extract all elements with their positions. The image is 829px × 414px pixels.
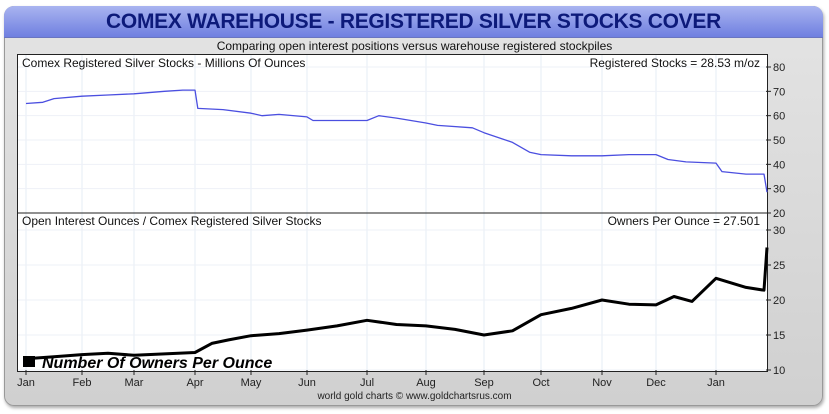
x-tick-label: Apr bbox=[186, 377, 203, 389]
x-tick-label: Dec bbox=[646, 377, 666, 389]
y-tick-label: 40 bbox=[773, 159, 785, 171]
legend-swatch bbox=[23, 356, 35, 367]
x-tick-label: Aug bbox=[416, 377, 436, 389]
x-tick-label: Nov bbox=[592, 377, 612, 389]
y-tick-label: 30 bbox=[773, 184, 785, 196]
x-tick-label: Oct bbox=[532, 377, 549, 389]
y-tick-label: 80 bbox=[773, 62, 785, 74]
x-tick-label: Jul bbox=[360, 377, 374, 389]
x-tick-label: Feb bbox=[73, 377, 92, 389]
title-bar: COMEX WAREHOUSE - REGISTERED SILVER STOC… bbox=[4, 6, 823, 38]
x-tick-label: Jan bbox=[707, 377, 725, 389]
y-tick-label: 20 bbox=[773, 295, 785, 307]
y-tick-label: 15 bbox=[773, 330, 785, 342]
panel-annotation: Owners Per Ounce = 27.501 bbox=[608, 214, 761, 228]
x-tick-label: May bbox=[241, 377, 262, 389]
panel-annotation: Registered Stocks = 28.53 m/oz bbox=[590, 56, 760, 70]
series-line bbox=[25, 247, 769, 361]
chart-title: COMEX WAREHOUSE - REGISTERED SILVER STOC… bbox=[106, 10, 721, 33]
x-tick-label: Jan bbox=[17, 377, 35, 389]
y-tick-label: 30 bbox=[773, 225, 785, 237]
panel-title: Comex Registered Silver Stocks - Million… bbox=[22, 56, 305, 70]
panel-title: Open Interest Ounces / Comex Registered … bbox=[22, 214, 321, 228]
x-tick-label: Mar bbox=[125, 377, 144, 389]
y-tick-label: 10 bbox=[773, 365, 785, 377]
y-tick-label: 50 bbox=[773, 135, 785, 147]
legend-label: Number Of Owners Per Ounce bbox=[42, 355, 272, 372]
y-tick-label: 70 bbox=[773, 86, 785, 98]
y-tick-label: 60 bbox=[773, 111, 785, 123]
y-tick-label: 25 bbox=[773, 260, 785, 272]
x-tick-label: Jun bbox=[298, 377, 316, 389]
chart-subtitle: Comparing open interest positions versus… bbox=[216, 39, 613, 53]
x-tick-label: Sep bbox=[474, 377, 494, 389]
y-tick-label: 20 bbox=[773, 208, 785, 220]
series-line bbox=[25, 89, 768, 193]
credit-text: world gold charts © www.goldchartsrus.co… bbox=[317, 391, 512, 402]
